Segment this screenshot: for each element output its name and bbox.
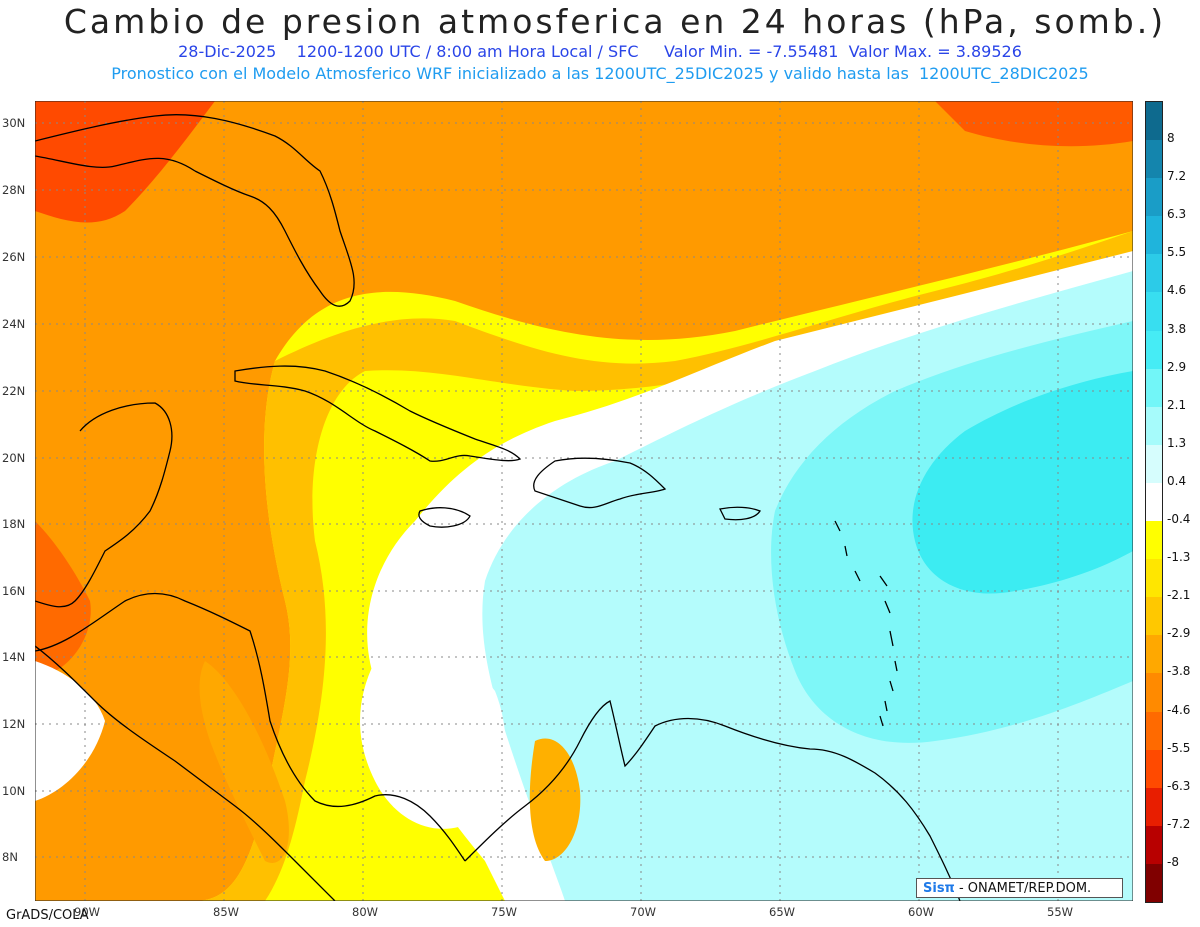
latitude-label: 10N	[2, 784, 26, 798]
colorbar-swatch	[1146, 825, 1162, 865]
map-subtitle-model: Pronostico con el Modelo Atmosferico WRF…	[111, 64, 1089, 83]
colorbar-label: 7.2	[1167, 169, 1187, 184]
latitude-label: 14N	[2, 650, 26, 664]
colorbar-swatch	[1146, 673, 1162, 713]
colorbar-label: -4.6	[1167, 702, 1191, 717]
colorbar-swatch	[1146, 254, 1162, 293]
field-cyan-strong	[912, 371, 1133, 594]
colorbar-swatch	[1146, 406, 1162, 446]
colorbar-swatch	[1146, 444, 1162, 484]
longitude-label: 85W	[213, 905, 240, 919]
field-orange-colombia	[529, 738, 581, 861]
colombia-venezuela-coast	[464, 700, 961, 901]
colorbar-label: 4.6	[1167, 283, 1187, 298]
field-orange-centralam	[199, 661, 289, 863]
longitude-label: 60W	[908, 905, 935, 919]
hispaniola-coast	[533, 457, 667, 509]
credit-text: - ONAMET/REP.DOM.	[954, 881, 1092, 896]
colorbar-swatch	[1146, 216, 1162, 255]
map-gridlines	[35, 101, 1133, 901]
field-white-sw	[35, 661, 105, 801]
colorbar-label: -2.1	[1167, 588, 1191, 603]
colorbar-swatch	[1146, 140, 1162, 179]
colorbar-label: -8	[1167, 854, 1179, 869]
latitude-label: 28N	[2, 183, 26, 197]
colorbar-label: 6.3	[1167, 207, 1187, 222]
longitude-label: 80W	[352, 905, 379, 919]
longitude-label: 90W	[74, 905, 101, 919]
colorbar-label: -1.3	[1167, 550, 1191, 565]
latitude-label: 26N	[2, 250, 26, 264]
cuba-coast	[234, 365, 522, 462]
latitude-label: 16N	[2, 584, 26, 598]
field-red-north	[35, 101, 215, 223]
colorbar-swatch	[1146, 711, 1162, 751]
colorbar-label: 1.3	[1167, 435, 1187, 450]
colorbar-swatch	[1146, 635, 1162, 674]
colorbar-label: -5.5	[1167, 740, 1191, 755]
map-subtitle-date: 28-Dic-2025 1200-1200 UTC / 8:00 am Hora…	[178, 42, 1022, 61]
puerto-rico-coast	[719, 506, 761, 521]
colorbar-swatch	[1146, 178, 1162, 217]
credit-brand: Sisπ	[923, 881, 955, 896]
colorbar-label: -2.9	[1167, 626, 1191, 641]
centralam-coast	[35, 592, 466, 862]
colorbar-swatch	[1146, 787, 1162, 827]
pacific-coast	[35, 645, 336, 901]
field-white-south	[360, 651, 506, 829]
colorbar-swatch	[1146, 102, 1162, 141]
colorbar-swatch	[1146, 749, 1162, 789]
credit-box: Sisπ - ONAMET/REP.DOM.	[916, 878, 1123, 898]
florida-coast	[35, 114, 355, 307]
colorbar-swatch	[1146, 368, 1162, 408]
colorbar-label: 2.9	[1167, 359, 1187, 374]
lesser-antilles	[834, 520, 898, 727]
latitude-label: 22N	[2, 384, 26, 398]
longitude-label: 70W	[630, 905, 657, 919]
pressure-change-map	[35, 101, 1133, 901]
colorbar-swatch	[1146, 482, 1162, 522]
colorbar	[1145, 101, 1163, 903]
jamaica-coast	[418, 507, 471, 528]
colorbar-swatch	[1146, 330, 1162, 370]
longitude-label: 75W	[491, 905, 518, 919]
longitude-label: 55W	[1047, 905, 1074, 919]
latitude-label: 8N	[2, 850, 18, 864]
grads-label: GrADS/COLA	[6, 908, 89, 923]
longitude-label: 65W	[769, 905, 796, 919]
coastlines	[35, 114, 961, 901]
latitude-label: 20N	[2, 451, 26, 465]
latitude-label: 30N	[2, 116, 26, 130]
latitude-label: 18N	[2, 517, 26, 531]
colorbar-label: -7.2	[1167, 816, 1191, 831]
field-orange-north	[35, 101, 1133, 901]
colorbar-label: -0.4	[1167, 512, 1191, 527]
yucatan-coast	[35, 402, 173, 608]
gulf-coast	[35, 155, 196, 172]
colorbar-swatch	[1146, 521, 1162, 560]
map-title: Cambio de presion atmosferica en 24 hora…	[63, 2, 1167, 41]
colorbar-label: 2.1	[1167, 397, 1187, 412]
colorbar-label: -6.3	[1167, 778, 1191, 793]
field-red-ne	[935, 101, 1133, 147]
colorbar-label: 5.5	[1167, 245, 1187, 260]
colorbar-swatch	[1146, 863, 1162, 903]
colorbar-swatch	[1146, 597, 1162, 636]
colorbar-label: 0.4	[1167, 473, 1187, 488]
colorbar-label: 3.8	[1167, 321, 1187, 336]
colorbar-swatch	[1146, 292, 1162, 332]
colorbar-label: -3.8	[1167, 664, 1191, 679]
colorbar-swatch	[1146, 559, 1162, 598]
latitude-label: 12N	[2, 717, 26, 731]
latitude-label: 24N	[2, 317, 26, 331]
colorbar-label: 8	[1167, 131, 1175, 146]
